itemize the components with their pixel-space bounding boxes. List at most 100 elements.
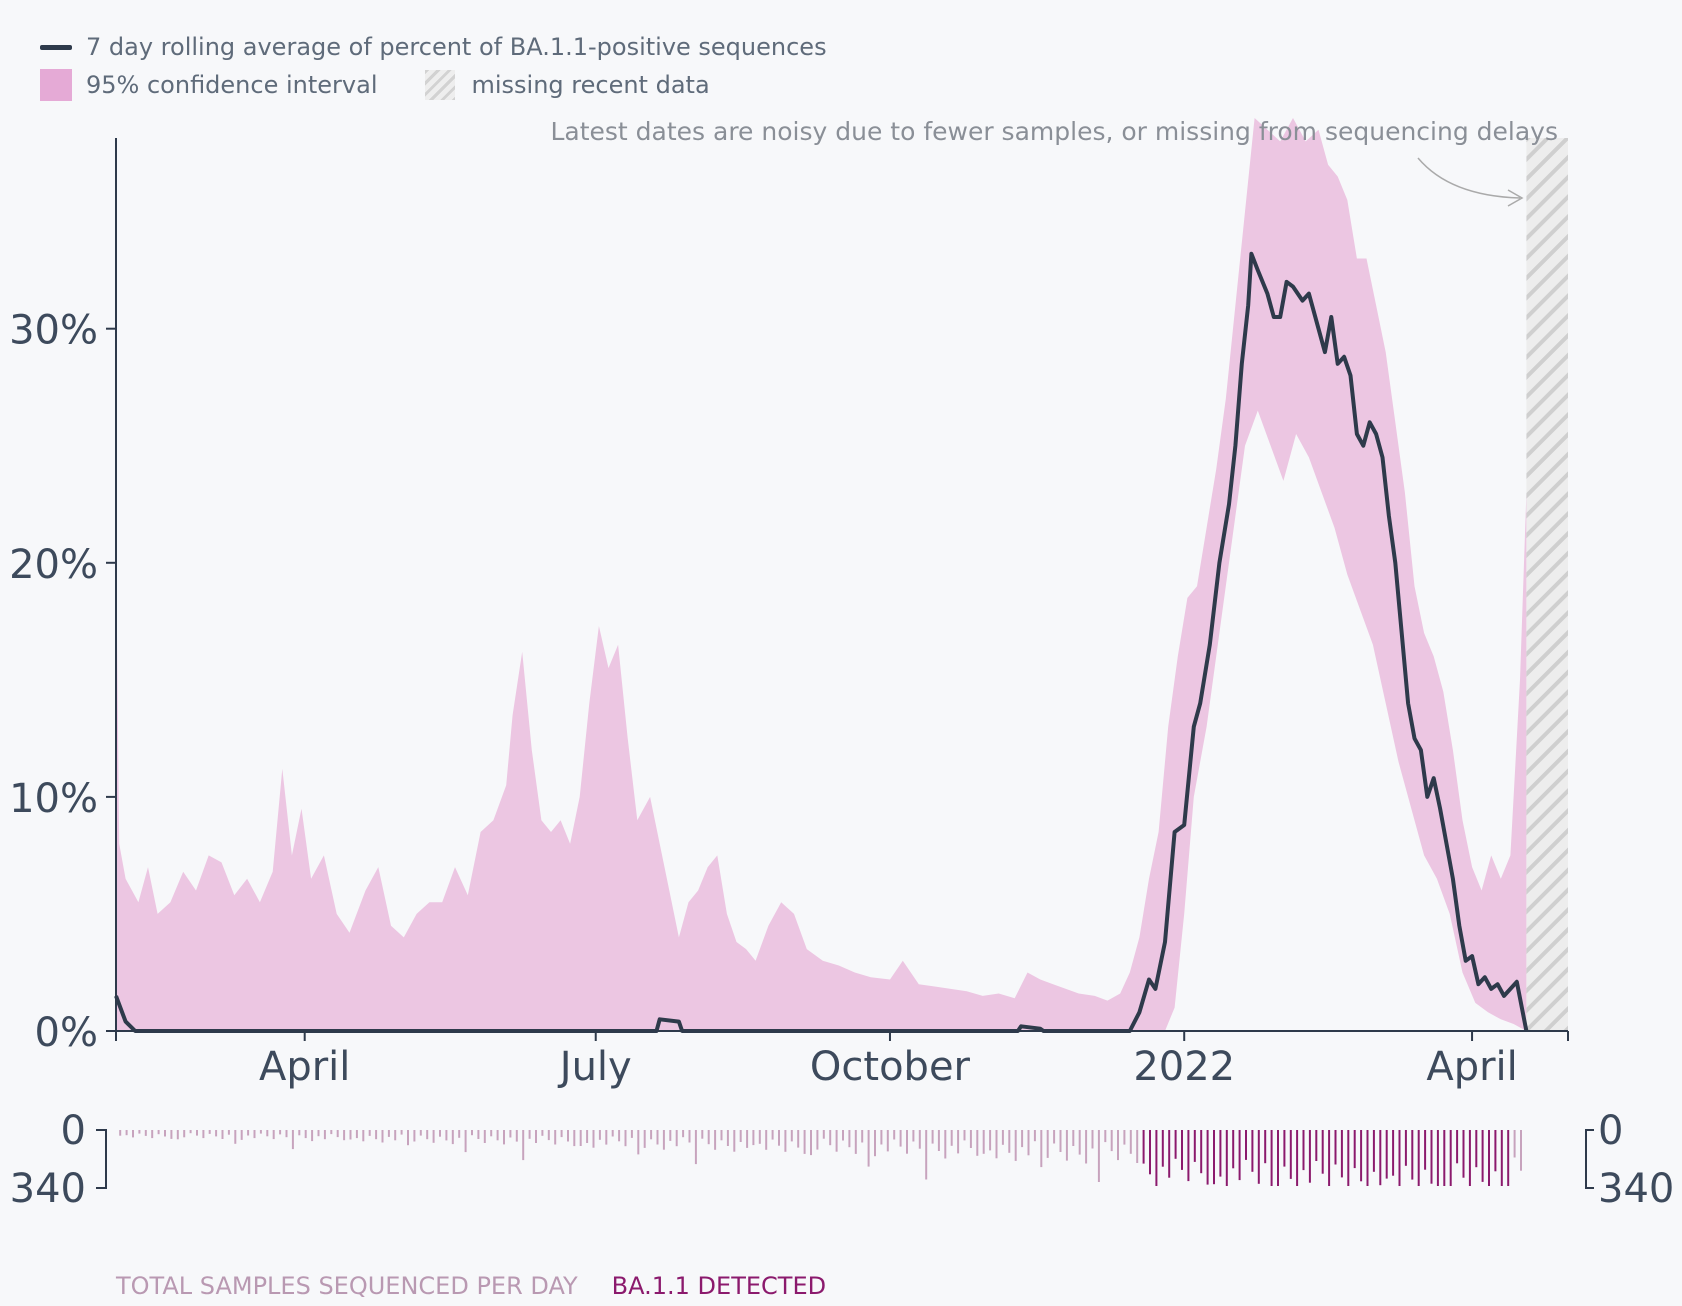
legend-ci-label: 95% confidence interval — [86, 71, 378, 99]
total-samples-bar — [995, 1130, 998, 1159]
total-samples-bar — [598, 1130, 601, 1140]
total-samples-bar — [912, 1130, 915, 1142]
y-tick-label: 0% — [35, 1010, 98, 1056]
total-samples-bar — [272, 1130, 275, 1140]
legend-line-label: 7 day rolling average of percent of BA.1… — [86, 33, 827, 61]
total-samples-bar — [1033, 1130, 1036, 1142]
y-tick-label: 30% — [9, 308, 98, 354]
rolling-average-line — [114, 251, 1529, 1033]
total-samples-bar — [918, 1130, 921, 1149]
total-samples-bar — [1072, 1130, 1075, 1146]
total-samples-bar — [1520, 1130, 1522, 1171]
total-samples-bar — [1040, 1130, 1043, 1168]
detected-bar — [1251, 1130, 1254, 1172]
detected-bar — [1449, 1130, 1452, 1186]
x-tick-label: 2022 — [1133, 1044, 1235, 1090]
total-samples-bar — [407, 1130, 409, 1146]
total-samples-bar — [688, 1130, 691, 1143]
detected-bar — [1436, 1130, 1439, 1186]
total-samples-bar — [234, 1130, 237, 1144]
total-samples-bar — [867, 1130, 870, 1167]
total-samples-bar — [707, 1130, 710, 1145]
total-samples-bar — [592, 1130, 595, 1148]
detected-bar — [1257, 1130, 1260, 1184]
detected-bar — [1193, 1130, 1196, 1162]
total-samples-bar — [906, 1130, 908, 1154]
total-samples-bar — [752, 1130, 755, 1146]
detected-bar — [1225, 1130, 1228, 1186]
total-samples-bar — [886, 1130, 889, 1152]
missing-data-region — [1526, 138, 1568, 1031]
detected-bar — [1181, 1130, 1183, 1170]
legend-line-item: 7 day rolling average of percent of BA.1… — [40, 28, 827, 66]
total-samples-bar — [151, 1130, 154, 1139]
total-samples-bar — [490, 1130, 493, 1137]
total-samples-bar — [874, 1130, 876, 1157]
y-tick-label: 20% — [9, 542, 98, 588]
total-samples-bar — [323, 1130, 326, 1140]
total-samples-bar — [854, 1130, 857, 1154]
total-samples-bar — [554, 1130, 557, 1145]
total-samples-bar — [189, 1130, 192, 1134]
detected-bar — [1289, 1130, 1292, 1179]
total-samples-bar — [400, 1130, 403, 1135]
total-samples-bar — [1110, 1130, 1113, 1152]
detected-bar — [1245, 1130, 1247, 1160]
total-samples-bar — [861, 1130, 864, 1143]
total-samples-bar — [944, 1130, 947, 1159]
total-samples-bar — [630, 1130, 633, 1138]
total-samples-bar — [925, 1130, 928, 1180]
total-samples-bar — [1053, 1130, 1056, 1144]
total-samples-bar — [969, 1130, 972, 1148]
total-samples-bar — [279, 1130, 282, 1135]
total-samples-bar — [515, 1130, 518, 1142]
detected-bar — [1507, 1130, 1510, 1186]
detected-bar — [1155, 1130, 1158, 1186]
left-bar-scale — [96, 1129, 107, 1189]
detected-bar — [1308, 1130, 1311, 1183]
total-samples-bar — [963, 1130, 966, 1141]
total-samples-bar — [714, 1130, 717, 1150]
total-samples-bar — [810, 1130, 812, 1156]
total-samples-bar — [765, 1130, 768, 1150]
detected-bar — [1404, 1130, 1407, 1166]
detected-bar — [1174, 1130, 1177, 1159]
ci-swatch — [40, 69, 72, 101]
total-samples-bar — [937, 1130, 940, 1151]
total-samples-bar — [164, 1130, 166, 1137]
total-samples-bar — [202, 1130, 205, 1139]
total-samples-bar — [547, 1130, 550, 1141]
total-samples-bar — [176, 1130, 179, 1140]
detected-bar — [1462, 1130, 1465, 1178]
x-tick-label: April — [1426, 1044, 1517, 1090]
detected-bar — [1411, 1130, 1414, 1180]
total-samples-bar — [778, 1130, 780, 1146]
total-samples-bar — [675, 1130, 678, 1147]
total-samples-bar — [1021, 1130, 1024, 1148]
total-samples-bar — [522, 1130, 525, 1161]
total-samples-bar — [317, 1130, 320, 1137]
total-samples-bar — [227, 1130, 230, 1135]
confidence-interval-band — [116, 118, 1527, 1031]
x-tick-label: July — [557, 1044, 632, 1090]
total-samples-bar — [445, 1130, 448, 1141]
detected-bar — [1277, 1130, 1279, 1186]
total-samples-bar — [694, 1130, 697, 1165]
total-samples-bar — [419, 1130, 422, 1136]
total-samples-label: TOTAL SAMPLES SEQUENCED PER DAY — [116, 1272, 578, 1300]
total-samples-bar — [451, 1130, 454, 1145]
detected-bar — [1481, 1130, 1484, 1182]
total-samples-bar — [957, 1130, 960, 1154]
total-samples-bar — [439, 1130, 441, 1137]
total-samples-bar — [643, 1130, 646, 1148]
total-samples-bar — [291, 1130, 294, 1150]
detected-bar — [1392, 1130, 1395, 1176]
total-samples-bar — [573, 1130, 576, 1147]
line-swatch — [40, 44, 72, 50]
total-samples-bar — [1008, 1130, 1011, 1153]
total-samples-bar — [304, 1130, 307, 1139]
total-samples-bar — [387, 1130, 390, 1137]
total-samples-bar — [183, 1130, 186, 1138]
detected-bar — [1142, 1130, 1145, 1164]
total-samples-bar — [464, 1130, 467, 1153]
